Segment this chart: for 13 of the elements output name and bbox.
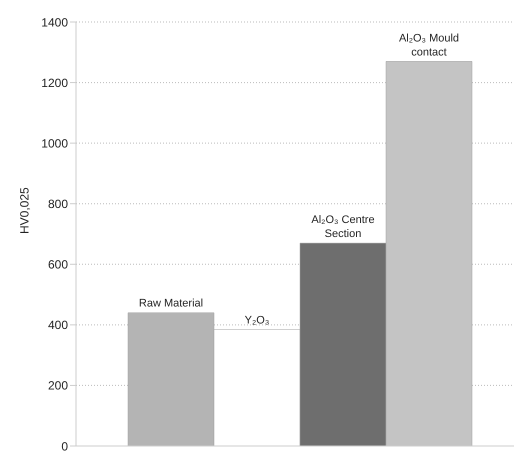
x-tick-label: Al₂O₃ Mould contact (398, 32, 460, 58)
x-tick-label: Raw Material (138, 298, 204, 310)
y-tick-label: 1000 (41, 136, 68, 150)
y-tick-label: 400 (48, 318, 68, 332)
x-tick-label: Al₂O₃ Centre Section (311, 214, 375, 240)
y-tick-label: 800 (48, 196, 68, 211)
y-tick-label: 1400 (41, 15, 68, 30)
x-tick-label: Y₂O₃ (244, 314, 270, 326)
y-tick-label: 1200 (41, 76, 68, 90)
y-tick-label: 0 (61, 439, 68, 454)
y-tick-label: 600 (48, 258, 68, 272)
y-axis-title: HV0,025 (17, 186, 32, 234)
y-tick-label: 200 (48, 378, 68, 393)
